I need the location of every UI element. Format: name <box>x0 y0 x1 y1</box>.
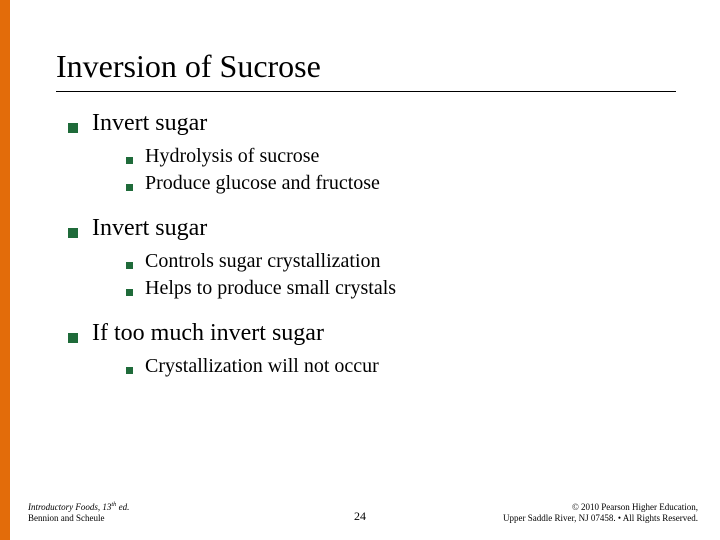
square-bullet-icon <box>126 157 133 164</box>
slide-content: Inversion of Sucrose Invert sugar Hydrol… <box>0 0 720 378</box>
bullet-text: Invert sugar <box>92 110 207 137</box>
book-title: Introductory Foods, 13 <box>28 502 111 512</box>
bullet-text: If too much invert sugar <box>92 320 324 347</box>
bullet-level2: Crystallization will not occur <box>126 355 680 378</box>
bullet-level2: Helps to produce small crystals <box>126 277 680 300</box>
bullet-level2: Produce glucose and fructose <box>126 172 680 195</box>
bullet-level2: Controls sugar crystallization <box>126 250 680 273</box>
square-bullet-icon <box>68 333 78 343</box>
bullet-level1: Invert sugar <box>68 215 680 242</box>
copyright-line2: Upper Saddle River, NJ 07458. • All Righ… <box>503 513 698 524</box>
bullet-text: Crystallization will not occur <box>145 355 379 378</box>
bullet-text: Invert sugar <box>92 215 207 242</box>
footer: Introductory Foods, 13th ed. Bennion and… <box>0 501 720 525</box>
footer-left: Introductory Foods, 13th ed. Bennion and… <box>28 501 129 525</box>
edition-suffix: ed. <box>116 502 129 512</box>
bullet-text: Produce glucose and fructose <box>145 172 380 195</box>
square-bullet-icon <box>126 184 133 191</box>
accent-bar <box>0 0 10 540</box>
copyright-line1: © 2010 Pearson Higher Education, <box>503 502 698 513</box>
square-bullet-icon <box>126 289 133 296</box>
bullet-text: Helps to produce small crystals <box>145 277 396 300</box>
footer-right: © 2010 Pearson Higher Education, Upper S… <box>503 502 698 525</box>
bullet-level2: Hydrolysis of sucrose <box>126 145 680 168</box>
bullet-level1: Invert sugar <box>68 110 680 137</box>
bullet-level1: If too much invert sugar <box>68 320 680 347</box>
bullet-text: Hydrolysis of sucrose <box>145 145 319 168</box>
authors: Bennion and Scheule <box>28 513 129 524</box>
title-underline <box>56 91 676 92</box>
square-bullet-icon <box>68 228 78 238</box>
page-number: 24 <box>354 509 366 524</box>
square-bullet-icon <box>68 123 78 133</box>
square-bullet-icon <box>126 367 133 374</box>
bullet-text: Controls sugar crystallization <box>145 250 381 273</box>
page-title: Inversion of Sucrose <box>56 48 680 85</box>
square-bullet-icon <box>126 262 133 269</box>
